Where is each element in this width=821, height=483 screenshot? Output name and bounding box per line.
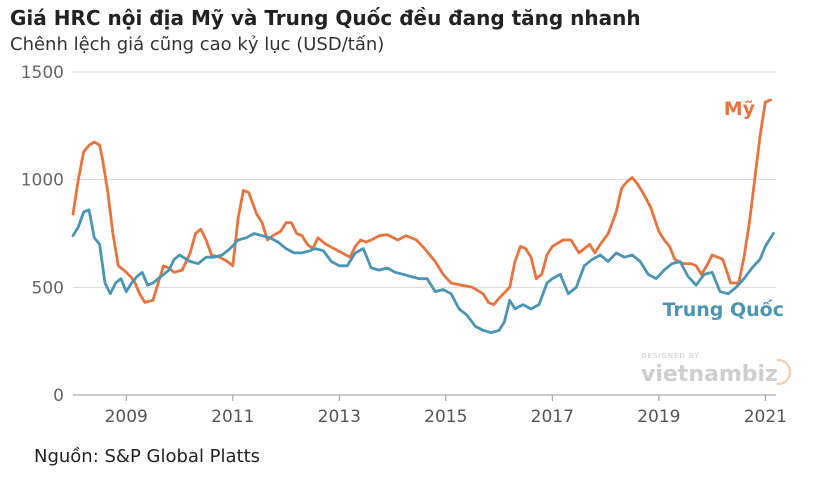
- watermark-brand: vietnambiz: [641, 362, 778, 387]
- chart-subtitle: Chênh lệch giá cũng cao kỷ lục (USD/tấn): [10, 34, 385, 55]
- series-labels: Mỹ Trung Quốc: [662, 98, 784, 321]
- watermark-dot: [786, 363, 790, 367]
- watermark-dot: [782, 381, 785, 385]
- y-tick-label: 1000: [21, 171, 64, 191]
- watermark-top-text: DESIGNED BY: [641, 352, 700, 360]
- watermark-dot: [779, 358, 783, 362]
- x-tick-label: 2015: [424, 407, 467, 427]
- grid: [73, 71, 776, 288]
- watermark-dot: [784, 379, 788, 383]
- x-tick-label: 2011: [211, 407, 254, 427]
- watermark-brand-left: vietnam: [641, 362, 742, 387]
- x-tick-label: 2021: [744, 407, 787, 427]
- x-tick-label: 2013: [318, 407, 361, 427]
- watermark-dot: [784, 361, 788, 365]
- y-tick-label: 0: [53, 386, 64, 406]
- watermark: DESIGNED BY vietnambiz: [641, 352, 792, 387]
- y-tick-label: 1500: [21, 63, 64, 83]
- watermark-dot: [779, 382, 783, 386]
- y-axis: 0 500 1000 1500: [21, 63, 64, 406]
- x-tick-label: 2017: [531, 407, 574, 427]
- x-tick-label: 2009: [105, 407, 148, 427]
- series-line-china: [71, 208, 775, 334]
- x-tick-label: 2019: [637, 407, 680, 427]
- series-label-china: Trung Quốc: [662, 298, 784, 321]
- watermark-dot: [787, 366, 791, 370]
- watermark-dot: [776, 382, 780, 386]
- series-group: [71, 98, 775, 334]
- chart-title: Giá HRC nội địa Mỹ và Trung Quốc đều đan…: [10, 6, 641, 30]
- watermark-dot: [788, 369, 792, 372]
- watermark-dot: [788, 372, 792, 375]
- watermark-dot: [786, 377, 790, 381]
- series-label-us: Mỹ: [724, 98, 756, 120]
- watermark-brand-right: biz: [742, 362, 778, 387]
- watermark-dot: [776, 358, 780, 362]
- line-chart: 0 500 1000 1500 2009 2011 2013 2015 2017 2019 202…: [21, 63, 792, 427]
- y-tick-label: 500: [32, 278, 64, 298]
- source-note: Nguồn: S&P Global Platts: [34, 446, 261, 467]
- watermark-dot: [782, 359, 785, 363]
- x-axis: 2009 2011 2013 2015 2017 2019 2021: [73, 394, 787, 427]
- watermark-dot: [787, 374, 791, 378]
- series-line-us: [71, 98, 773, 306]
